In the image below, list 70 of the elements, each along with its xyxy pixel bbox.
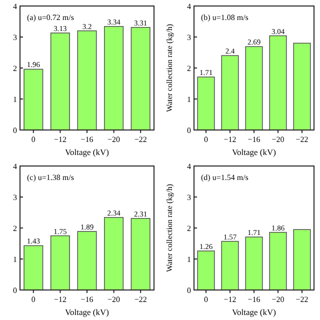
x-tick-label: 0 (204, 295, 208, 304)
x-axis-title: Voltage (kV) (65, 307, 110, 317)
x-tick-label: 0 (31, 135, 36, 144)
bar (130, 218, 150, 290)
y-tick-label: 2 (187, 224, 191, 233)
y-axis-title: Water collection rate (kg/h) (165, 24, 174, 112)
y-tick-label: 3 (13, 192, 17, 202)
x-tick-label: −22 (296, 295, 308, 304)
y-tick-label: 0 (187, 286, 191, 295)
bar (293, 42, 311, 130)
bar (104, 26, 124, 130)
bar (245, 46, 263, 130)
bar (77, 30, 97, 130)
x-tick-label: −12 (54, 295, 66, 304)
y-tick-label: 2 (187, 64, 191, 73)
y-tick-label: 3 (13, 32, 17, 42)
bar (269, 232, 287, 290)
annotation: (c) u=1.38 m/s (27, 173, 74, 182)
y-tick-label: 0 (13, 126, 17, 135)
annotation: (a) u=0.72 m/s (27, 13, 74, 22)
annotation: (d) u=1.54 m/s (201, 173, 248, 182)
x-tick-label: −20 (272, 295, 284, 304)
x-tick-label: −20 (108, 295, 120, 304)
bar (197, 76, 215, 130)
y-tick-label: 1 (187, 254, 191, 264)
bar (50, 32, 70, 130)
x-tick-label: −20 (108, 135, 120, 144)
x-tick-label: 0 (204, 135, 208, 144)
y-tick-label: 0 (187, 126, 191, 135)
bar (104, 217, 124, 290)
bar (221, 240, 239, 290)
bar (24, 68, 44, 130)
y-tick-label: 3 (187, 192, 191, 202)
y-tick-label: 2 (13, 64, 17, 73)
y-tick-label: 4 (13, 162, 17, 171)
x-tick-label: −16 (80, 135, 94, 144)
bar (130, 26, 150, 130)
y-tick-label: 1 (187, 94, 191, 104)
x-tick-label: −22 (134, 135, 147, 144)
x-axis-title: Voltage (kV) (232, 147, 276, 157)
y-axis-title: Water collection rate (kg/h) (165, 184, 174, 272)
x-tick-label: −12 (54, 135, 66, 144)
x-tick-label: −16 (248, 135, 260, 144)
bar (269, 35, 287, 130)
bar (293, 229, 311, 290)
y-tick-label: 1 (13, 254, 17, 264)
bar (50, 235, 70, 290)
y-tick-label: 3 (187, 32, 191, 42)
x-tick-label: −16 (248, 295, 260, 304)
y-tick-label: 2 (13, 224, 17, 233)
x-tick-label: −22 (296, 135, 308, 144)
x-tick-label: −20 (272, 135, 284, 144)
y-tick-label: 4 (187, 2, 191, 11)
bar (24, 245, 44, 290)
bar (245, 236, 263, 290)
bar (221, 55, 239, 130)
annotation: (b) u=1.08 m/s (201, 13, 248, 22)
bar (77, 231, 97, 290)
x-tick-label: −12 (224, 295, 236, 304)
y-tick-label: 4 (13, 2, 17, 11)
x-axis-title: Voltage (kV) (65, 147, 110, 157)
bar (197, 250, 215, 290)
x-axis-title: Voltage (kV) (232, 307, 276, 317)
y-tick-label: 4 (187, 162, 191, 171)
x-tick-label: −16 (80, 295, 94, 304)
x-tick-label: −22 (134, 295, 147, 304)
y-tick-label: 1 (13, 94, 17, 104)
x-tick-label: 0 (31, 295, 36, 304)
x-tick-label: −12 (224, 135, 236, 144)
y-tick-label: 0 (13, 286, 17, 295)
